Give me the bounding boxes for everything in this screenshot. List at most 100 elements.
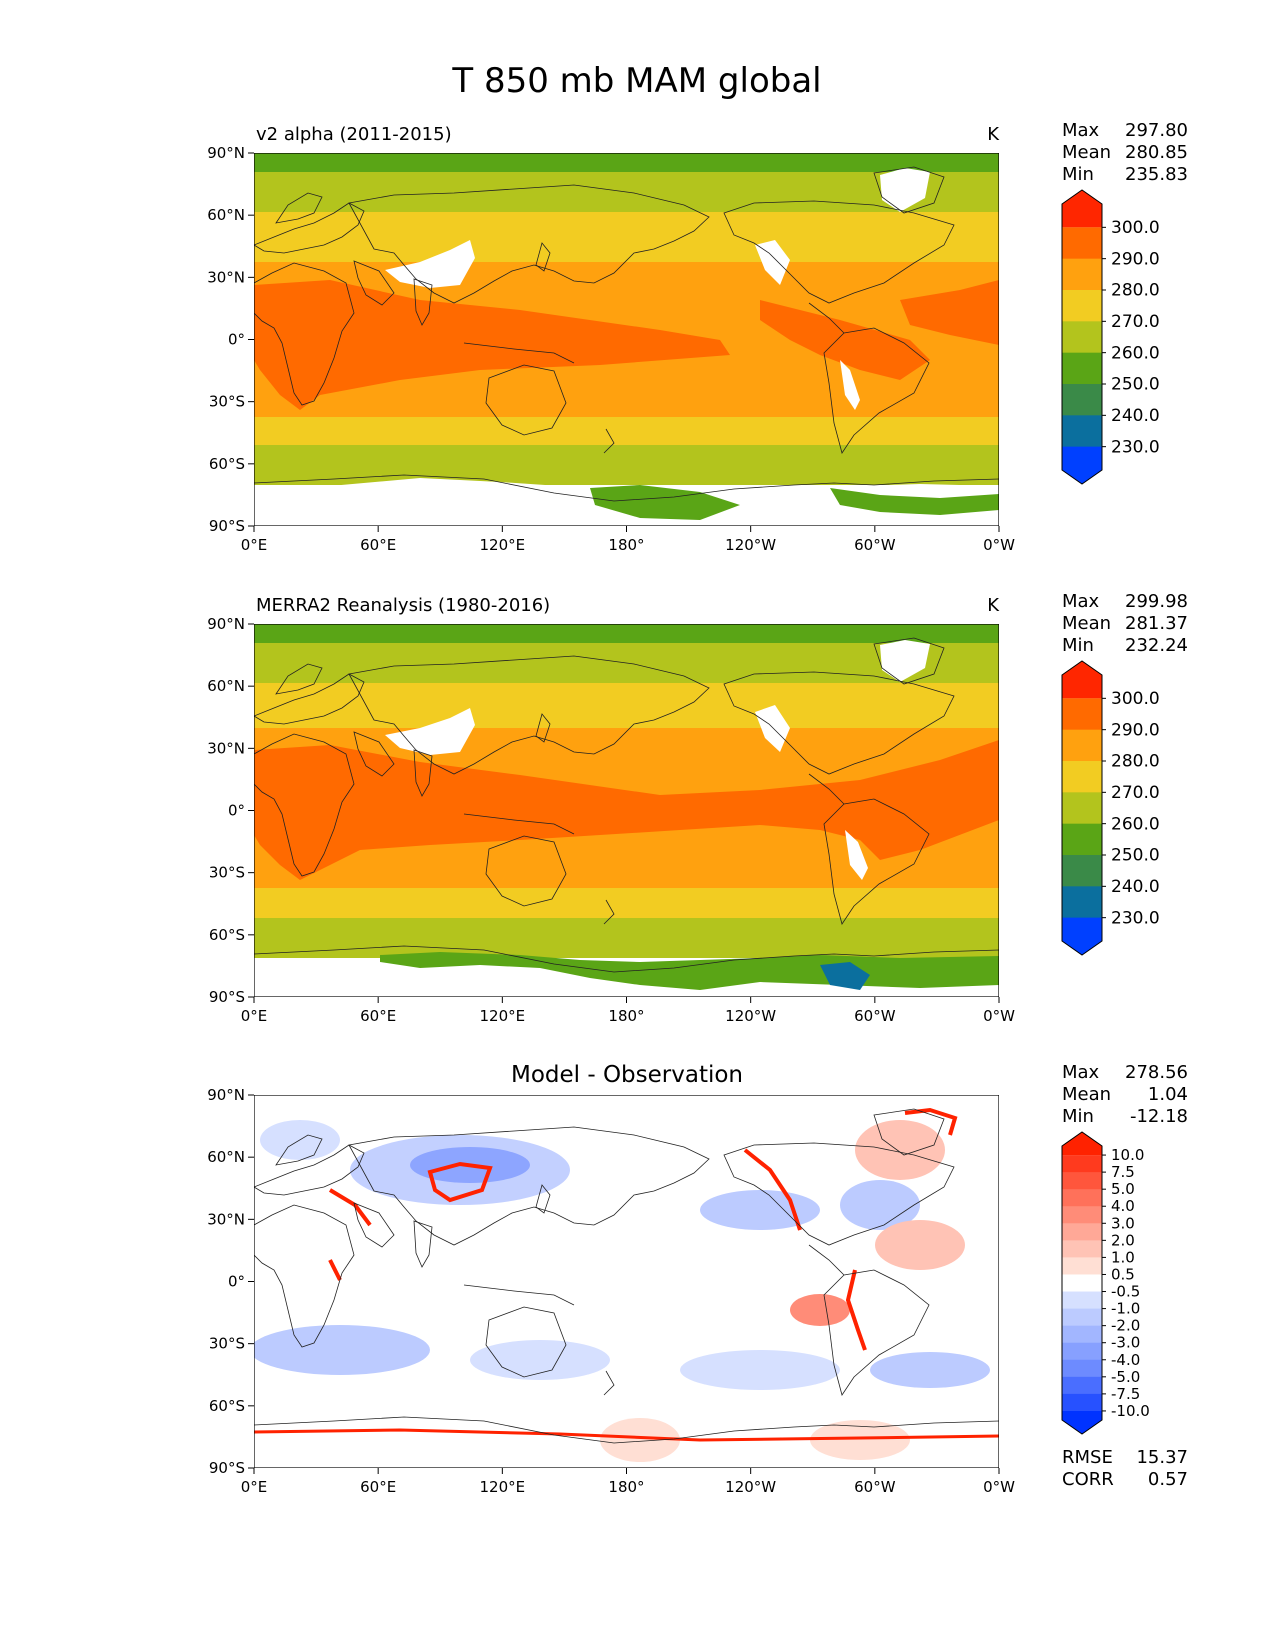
panel-reference-mean-label: Mean — [1062, 613, 1111, 634]
colorbar-swatch — [1062, 1223, 1102, 1241]
panel-test-min-value: 235.83 — [1125, 164, 1188, 185]
panel-reference-min-label: Min — [1062, 635, 1094, 656]
y-tick-label: 30°N — [207, 739, 245, 757]
y-tick-label: 0° — [228, 331, 245, 349]
panel-test-mean-label: Mean — [1062, 142, 1111, 163]
rmse-value: 15.37 — [1136, 1447, 1188, 1468]
colorbar-label: -3.0 — [1111, 1334, 1140, 1352]
colorbar-swatch — [1062, 1325, 1102, 1344]
panel-reference-max-label: Max — [1062, 591, 1100, 612]
corr-value: 0.57 — [1148, 1469, 1188, 1490]
x-tick-label: 0°W — [983, 536, 1015, 554]
colorbar-swatch — [1062, 1410, 1102, 1434]
panel-test-max-label: Max — [1062, 120, 1100, 141]
x-tick-label: 120°W — [725, 1007, 776, 1025]
colorbar-label: -7.5 — [1111, 1385, 1140, 1403]
colorbar-label: 260.0 — [1111, 814, 1160, 834]
colorbar-label: 300.0 — [1111, 218, 1160, 238]
x-tick-label: 60°E — [360, 536, 396, 554]
x-tick-label: 0°E — [241, 536, 268, 554]
colorbar-swatch — [1062, 886, 1102, 919]
panel-diff-title: Model - Observation — [511, 1062, 743, 1088]
colorbar-swatch — [1062, 1240, 1102, 1258]
y-tick-label: 90°S — [209, 1459, 245, 1477]
colorbar-swatch — [1062, 855, 1102, 887]
figure-title: T 850 mb MAM global — [451, 61, 821, 101]
x-tick-label: 120°E — [480, 536, 526, 554]
colorbar-label: 290.0 — [1111, 249, 1160, 269]
panel-reference-units: K — [987, 595, 1000, 616]
y-tick-label: 90°N — [207, 144, 245, 162]
colorbar-swatch — [1062, 258, 1102, 291]
x-tick-label: 0°E — [241, 1007, 268, 1025]
panel-reference-max-value: 299.98 — [1125, 591, 1188, 612]
panel-reference-min-value: 232.24 — [1125, 635, 1188, 656]
colorbar-label: 260.0 — [1111, 343, 1160, 363]
colorbar-swatch — [1062, 1172, 1102, 1190]
corr-label: CORR — [1062, 1469, 1114, 1490]
colorbar-label: -10.0 — [1111, 1402, 1150, 1420]
colorbar-swatch — [1062, 729, 1102, 762]
colorbar-label: 5.0 — [1111, 1180, 1135, 1198]
panel-diff-x-ticks: 0°E 60°E 120°E 180° 120°W 60°W 0°W — [241, 1468, 1015, 1496]
panel-reference-title: MERRA2 Reanalysis (1980-2016) — [256, 595, 550, 616]
panel-test-max-value: 297.80 — [1125, 120, 1188, 141]
colorbar-swatch — [1062, 1206, 1102, 1224]
x-tick-label: 0°W — [983, 1007, 1015, 1025]
y-tick-label: 60°S — [209, 926, 245, 944]
y-tick-label: 30°S — [209, 393, 245, 411]
y-tick-label: 60°S — [209, 1397, 245, 1415]
colorbar-label: 7.5 — [1111, 1163, 1135, 1181]
colorbar-label: -0.5 — [1111, 1283, 1140, 1301]
colorbar-label: 290.0 — [1111, 720, 1160, 740]
colorbar-swatch — [1062, 661, 1102, 699]
panel-diff: Model - Observation — [207, 1062, 1188, 1496]
panel-diff-map — [254, 1095, 999, 1468]
x-tick-label: 60°E — [360, 1007, 396, 1025]
colorbar-swatch — [1062, 1359, 1102, 1378]
x-tick-label: 60°W — [854, 536, 896, 554]
colorbar-label: 1.0 — [1111, 1248, 1135, 1266]
panel-test-y-ticks: 90°N 60°N 30°N 0° 30°S 60°S 90°S — [207, 144, 254, 535]
x-tick-label: 60°E — [360, 1478, 396, 1496]
x-tick-label: 120°W — [725, 536, 776, 554]
y-tick-label: 30°S — [209, 1335, 245, 1353]
colorbar-swatch — [1062, 290, 1102, 322]
colorbar-label: 240.0 — [1111, 877, 1160, 897]
panel-test-units: K — [987, 124, 1000, 145]
colorbar-swatch — [1062, 761, 1102, 793]
y-tick-label: 0° — [228, 1273, 245, 1291]
panel-diff-max-value: 278.56 — [1125, 1062, 1188, 1083]
colorbar-swatch — [1062, 1274, 1102, 1293]
colorbar-swatch — [1062, 227, 1102, 260]
panel-test-mean-value: 280.85 — [1125, 142, 1188, 163]
colorbar-label: 4.0 — [1111, 1197, 1135, 1215]
colorbar-label: 270.0 — [1111, 312, 1160, 332]
colorbar-swatch — [1062, 1342, 1102, 1361]
colorbar-swatch — [1062, 917, 1102, 955]
rmse-label: RMSE — [1062, 1447, 1113, 1468]
colorbar-swatch — [1062, 321, 1102, 354]
colorbar-label: 10.0 — [1111, 1146, 1144, 1164]
colorbar-label: 250.0 — [1111, 846, 1160, 866]
y-tick-label: 0° — [228, 802, 245, 820]
x-tick-label: 60°W — [854, 1478, 896, 1496]
colorbar-label: 0.5 — [1111, 1265, 1135, 1283]
panel-diff-min-label: Min — [1062, 1106, 1094, 1127]
colorbar-label: 280.0 — [1111, 752, 1160, 772]
y-tick-label: 60°N — [207, 677, 245, 695]
colorbar-swatch — [1062, 415, 1102, 448]
colorbar-swatch — [1062, 792, 1102, 825]
x-tick-label: 60°W — [854, 1007, 896, 1025]
x-tick-label: 0°E — [241, 1478, 268, 1496]
panel-diff-mean-label: Mean — [1062, 1084, 1111, 1105]
colorbar-swatch — [1062, 1189, 1102, 1207]
colorbar-swatch — [1062, 190, 1102, 228]
x-tick-label: 180° — [608, 1007, 644, 1025]
colorbar-label: 230.0 — [1111, 437, 1160, 457]
y-tick-label: 90°N — [207, 1086, 245, 1104]
panel-reference-colorbar: 300.0 290.0 280.0 270.0 260.0 250.0 240.0 230.0 — [1061, 660, 1160, 956]
colorbar-swatch — [1062, 1257, 1102, 1275]
colorbar-outline — [1061, 189, 1103, 485]
